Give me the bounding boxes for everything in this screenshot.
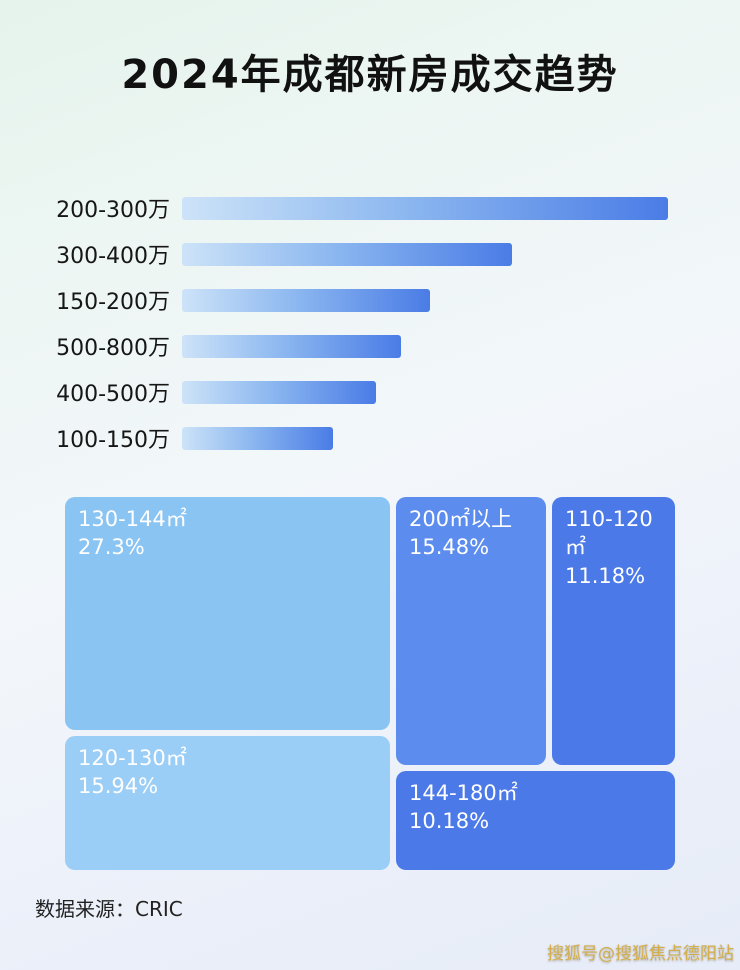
block-value: 11.18% bbox=[565, 563, 646, 588]
bar-row-150-200: 150-200万 bbox=[56, 288, 740, 315]
data-source-note: 数据来源：CRIC bbox=[35, 897, 183, 921]
bar-track bbox=[182, 288, 668, 312]
block-label: 130-144㎡ bbox=[78, 507, 187, 531]
bar-300-400 bbox=[182, 242, 513, 266]
block-label: 120-130㎡ bbox=[78, 746, 187, 770]
block-value: 15.94% bbox=[78, 774, 159, 799]
block-label: 200㎡以上 bbox=[409, 507, 513, 531]
block-value: 10.18% bbox=[409, 809, 490, 834]
bar-row-300-400: 300-400万 bbox=[56, 242, 740, 269]
treemap-block-110-120: 110-120㎡ 11.18% bbox=[552, 497, 675, 765]
bar-row-400-500: 400-500万 bbox=[56, 380, 740, 407]
bar-label: 500-800万 bbox=[56, 336, 170, 361]
bar-track bbox=[182, 334, 668, 358]
bar-label: 400-500万 bbox=[56, 382, 170, 407]
bar-150-200 bbox=[182, 288, 430, 312]
treemap: 130-144㎡ 27.3% 120-130㎡ 15.94% 200㎡以上 15… bbox=[65, 497, 675, 870]
page-title: 2024年成都新房成交趋势 bbox=[121, 52, 619, 98]
bar-track bbox=[182, 242, 668, 266]
treemap-block-120-130: 120-130㎡ 15.94% bbox=[65, 736, 390, 870]
bar-track bbox=[182, 196, 668, 220]
bar-400-500 bbox=[182, 380, 377, 404]
block-label: 110-120㎡ bbox=[565, 507, 653, 560]
bar-100-150 bbox=[182, 426, 333, 450]
treemap-block-200-plus: 200㎡以上 15.48% bbox=[396, 497, 546, 765]
bar-row-500-800: 500-800万 bbox=[56, 334, 740, 361]
bar-200-300 bbox=[182, 196, 668, 220]
bar-chart: 200-300万 300-400万 150-200万 500-800万 400-… bbox=[56, 196, 740, 453]
block-value: 15.48% bbox=[409, 535, 490, 560]
bar-track bbox=[182, 426, 668, 450]
watermark: 搜狐号@搜狐焦点德阳站 bbox=[547, 944, 734, 964]
bar-label: 100-150万 bbox=[56, 428, 170, 453]
block-value: 27.3% bbox=[78, 535, 145, 560]
block-label: 144-180㎡ bbox=[409, 781, 518, 805]
bar-label: 300-400万 bbox=[56, 244, 170, 269]
treemap-block-144-180: 144-180㎡ 10.18% bbox=[396, 771, 675, 870]
treemap-block-130-144: 130-144㎡ 27.3% bbox=[65, 497, 390, 730]
bar-label: 200-300万 bbox=[56, 198, 170, 223]
bar-500-800 bbox=[182, 334, 401, 358]
bar-row-200-300: 200-300万 bbox=[56, 196, 740, 223]
bar-label: 150-200万 bbox=[56, 290, 170, 315]
bar-row-100-150: 100-150万 bbox=[56, 426, 740, 453]
bar-track bbox=[182, 380, 668, 404]
